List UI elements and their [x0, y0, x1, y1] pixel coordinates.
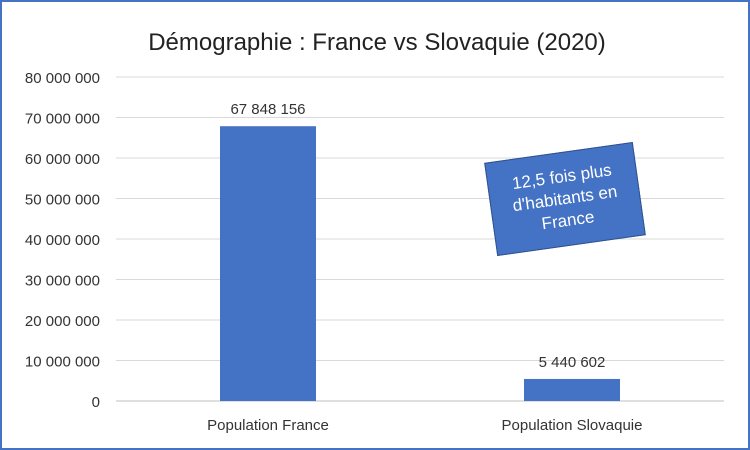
bar	[524, 378, 620, 401]
chart-title: Démographie : France vs Slovaquie (2020)	[148, 29, 606, 56]
y-tick-label: 80 000 000	[25, 70, 100, 87]
bar	[220, 126, 316, 401]
y-tick-label: 20 000 000	[25, 313, 100, 330]
y-tick-label: 10 000 000	[25, 354, 100, 371]
data-label: 67 848 156	[230, 101, 305, 118]
y-tick-label: 0	[92, 394, 100, 411]
y-tick-label: 30 000 000	[25, 273, 100, 290]
y-tick-label: 60 000 000	[25, 151, 100, 168]
y-tick-label: 50 000 000	[25, 192, 100, 209]
y-tick-label: 70 000 000	[25, 111, 100, 128]
data-label: 5 440 602	[539, 354, 606, 371]
x-tick-label: Population France	[207, 417, 329, 434]
x-tick-label: Population Slovaquie	[502, 417, 643, 434]
y-tick-label: 40 000 000	[25, 232, 100, 249]
